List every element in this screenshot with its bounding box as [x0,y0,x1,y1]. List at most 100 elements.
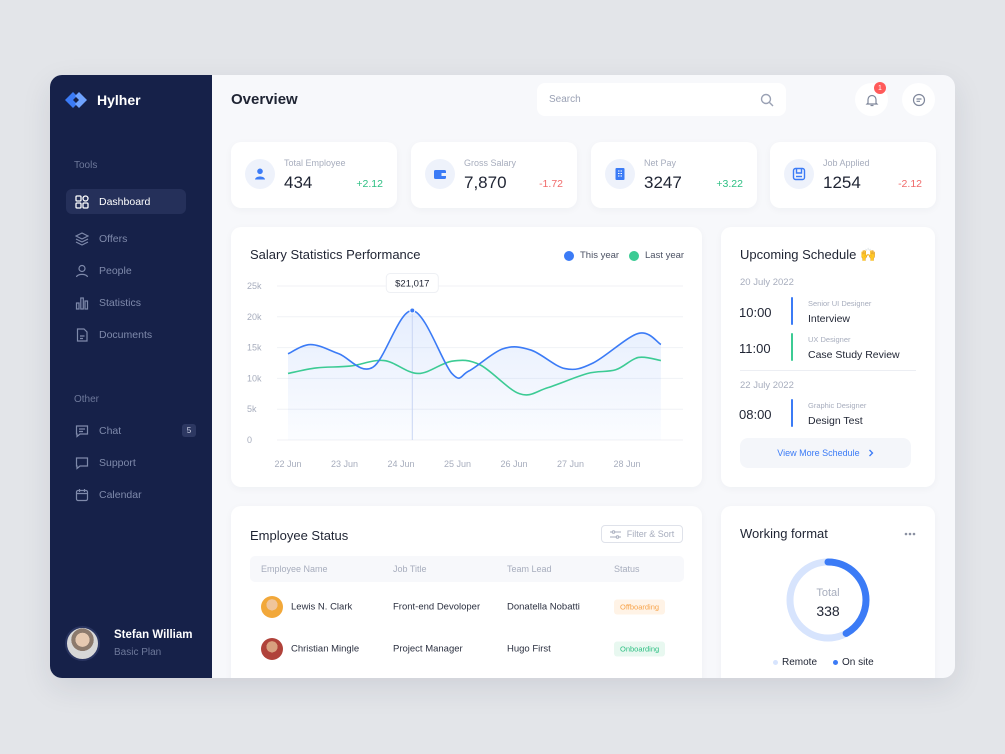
employee-avatar [261,638,283,660]
schedule-card: Upcoming Schedule 🙌 20 July 2022 10:00 S… [721,227,935,487]
x-tick-label: 28 Jun [613,459,640,469]
team-lead: Donatella Nobatti [507,601,580,613]
legend-on-site[interactable]: On site [833,657,874,668]
sidebar-item-chat[interactable]: Chat 5 [66,418,196,443]
on-site-dot [833,660,838,665]
sidebar-item-offers[interactable]: Offers [66,226,186,251]
stat-label: Net Pay [644,158,677,168]
chat-count-badge: 5 [182,424,196,437]
schedule-indicator [791,333,793,361]
schedule-event-title: Case Study Review [808,349,900,361]
column-header[interactable]: Team Lead [507,564,552,574]
support-icon [75,456,89,470]
sidebar-item-label: People [99,264,132,277]
y-tick-label: 0 [247,435,252,445]
team-lead: Hugo First [507,643,551,655]
x-tick-label: 23 Jun [331,459,358,469]
stat-card-job-applied[interactable]: Job Applied 1254 -2.12 [770,142,936,208]
person-icon [75,264,89,277]
sidebar-item-label: Support [99,456,136,469]
notification-badge: 1 [874,82,886,94]
dashboard-icon [75,194,89,209]
schedule-divider [740,370,916,371]
legend-label: Last year [645,250,685,261]
y-tick-label: 15k [247,343,262,353]
sidebar-item-dashboard[interactable]: Dashboard [66,189,186,214]
table-header: Employee Name Job Title Team Lead Status [250,556,684,582]
user-profile[interactable]: Stefan William Basic Plan [65,626,193,661]
table-row[interactable]: Lewis N. Clark Front-end Devoloper Donat… [250,592,684,622]
stat-change: -1.72 [539,178,563,190]
more-options-icon[interactable] [904,532,916,536]
notifications-button[interactable]: 1 [855,82,888,116]
stat-label: Gross Salary [464,158,517,168]
view-more-schedule-button[interactable]: View More Schedule [740,438,911,468]
salary-line-chart[interactable]: 25k 20k 15k 10k 5k 0 22 Jun 23 Jun 24 Jun 25 Jun 2… [231,227,702,487]
legend-remote[interactable]: Remote [773,657,817,668]
series-line-last-year [287,356,662,396]
filter-sort-button[interactable]: Filter & Sort [601,525,683,543]
employee-avatar [261,596,283,618]
stat-value: 7,870 [464,173,507,192]
schedule-role: Graphic Designer [808,401,867,410]
employee-status-card: Employee Status Filter & Sort Employee N… [231,506,702,678]
sidebar-item-label: Statistics [99,296,142,309]
y-tick-label: 20k [247,312,262,322]
employee-name: Lewis N. Clark [291,601,353,613]
donut-total-label: Total [816,587,840,599]
sidebar-item-label: Documents [99,328,153,341]
column-header[interactable]: Employee Name [261,564,328,574]
last-year-dot [629,250,639,261]
chat-icon [75,424,89,438]
sidebar-item-people[interactable]: People [66,258,186,283]
schedule-time: 10:00 [739,305,772,320]
chart-title: Salary Statistics Performance [250,247,421,262]
sidebar-item-support[interactable]: Support [66,450,186,475]
stat-value: 434 [284,173,313,192]
stat-value: 3247 [644,173,682,192]
receipt-icon [605,159,635,189]
sidebar-item-label: Chat [99,424,122,437]
schedule-event-title: Design Test [808,415,863,427]
bar-chart-icon [75,296,89,310]
stat-card-total-employee[interactable]: Total Employee 434 +2.12 [231,142,397,208]
legend-label: This year [580,250,620,261]
y-tick-label: 5k [247,404,257,414]
schedule-time: 08:00 [739,407,772,422]
schedule-time: 11:00 [739,341,771,356]
sidebar-item-calendar[interactable]: Calendar [66,482,186,507]
sidebar-item-statistics[interactable]: Statistics [66,290,186,315]
x-tick-label: 26 Jun [500,459,527,469]
schedule-event-title: Interview [808,313,851,325]
donut-total-value: 338 [816,603,840,619]
working-format-donut[interactable] [721,546,935,666]
legend-this-year[interactable]: This year [564,250,619,261]
x-tick-label: 24 Jun [387,459,414,469]
calendar-icon [75,488,89,501]
page-title: Overview [231,91,298,108]
filter-icon [609,529,621,539]
legend-last-year[interactable]: Last year [629,250,684,261]
y-tick-label: 10k [247,373,262,383]
column-header[interactable]: Status [614,564,640,574]
search-icon[interactable] [760,93,774,107]
stat-label: Job Applied [823,158,870,168]
stat-card-net-pay[interactable]: Net Pay 3247 +3.22 [591,142,757,208]
working-format-card: Working format Total 338 Remote On site [721,506,935,678]
stat-card-gross-salary[interactable]: Gross Salary 7,870 -1.72 [411,142,577,208]
table-row[interactable]: Christian Mingle Project Manager Hugo Fi… [250,634,684,664]
column-header[interactable]: Job Title [393,564,427,574]
employee-name: Christian Mingle [291,643,360,655]
chart-tooltip-value: $21,017 [395,279,429,290]
brand-logo[interactable]: Hylher [64,91,141,109]
schedule-title: Upcoming Schedule 🙌 [740,247,877,262]
search-input[interactable]: Search [537,83,786,116]
series-line-this-year [287,309,662,379]
avatar [65,626,100,661]
schedule-role: UX Designer [808,335,851,344]
sidebar-item-documents[interactable]: Documents [66,322,186,347]
x-tick-label: 27 Jun [557,459,584,469]
schedule-role: Senior UI Designer [808,299,872,308]
sidebar-item-label: Dashboard [99,195,151,208]
messages-button[interactable] [902,83,935,116]
